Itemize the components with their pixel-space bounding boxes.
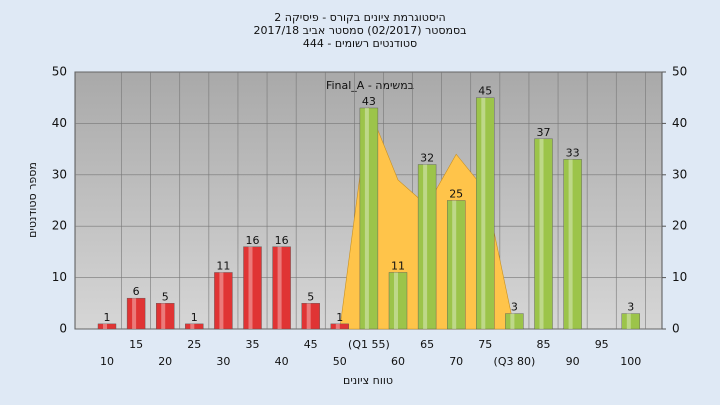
bar-shine <box>423 164 428 329</box>
x-tick-label: 90 <box>566 355 580 368</box>
bar-shine <box>132 298 137 329</box>
bar-shine <box>277 246 282 329</box>
data-label: 11 <box>391 259 405 272</box>
x-axis-label: טווח ציונים <box>343 374 393 387</box>
bar-shine <box>103 323 107 329</box>
x-tick-label: 75 <box>478 338 492 351</box>
y-axis-label: מספר סטודנטים <box>26 162 39 238</box>
x-tick-label: 70 <box>449 355 463 368</box>
y2-tick-label: 20 <box>672 219 687 233</box>
bar-shine <box>364 107 369 329</box>
data-label: 6 <box>133 285 140 298</box>
x-tick-label: 35 <box>246 338 260 351</box>
bar-shine <box>190 323 195 329</box>
x-tick-label: (Q3 80) <box>494 355 536 368</box>
y-tick-label: 10 <box>52 270 67 284</box>
data-label: 3 <box>627 301 634 314</box>
data-label: 37 <box>537 126 551 139</box>
bar-shine <box>335 323 340 329</box>
bar <box>330 323 349 330</box>
data-label: 1 <box>336 311 343 324</box>
data-label: 45 <box>478 85 492 98</box>
bar-shine <box>481 97 486 329</box>
bar-shine <box>161 303 166 329</box>
bar <box>301 303 320 330</box>
data-label: 3 <box>511 301 518 314</box>
x-tick-label: 25 <box>187 338 201 351</box>
bar-shine <box>510 313 515 329</box>
bar <box>505 313 524 330</box>
bar <box>272 246 291 330</box>
bar <box>447 200 466 330</box>
bar <box>388 272 408 330</box>
bar <box>155 303 175 330</box>
bar <box>359 107 379 330</box>
x-tick-label: 85 <box>537 338 551 351</box>
bar <box>476 97 495 330</box>
x-tick-label: 30 <box>216 355 230 368</box>
y-tick-label: 50 <box>52 65 67 79</box>
x-tick-label: 10 <box>100 355 114 368</box>
title-line: סטודנטים רשומים - 444 <box>303 37 417 50</box>
bar-shine <box>394 272 398 329</box>
y-tick-label: 20 <box>52 219 67 233</box>
bar-shine <box>626 313 631 329</box>
x-tick-label: 45 <box>304 338 318 351</box>
data-label: 5 <box>307 290 314 303</box>
data-label: 43 <box>362 95 376 108</box>
y2-tick-label: 10 <box>672 270 687 284</box>
data-label: 5 <box>162 290 169 303</box>
data-label: 1 <box>191 311 198 324</box>
bar <box>214 272 233 330</box>
bar-shine <box>306 303 311 329</box>
x-tick-label: (Q1 55) <box>348 338 390 351</box>
x-tick-label: 60 <box>391 355 405 368</box>
bar <box>563 159 582 330</box>
x-tick-label: 50 <box>333 355 347 368</box>
x-tick-label: 20 <box>158 355 172 368</box>
bar-shine <box>248 246 253 329</box>
data-label: 16 <box>246 234 260 247</box>
data-label: 25 <box>449 188 463 201</box>
y-tick-label: 0 <box>59 322 67 336</box>
bar <box>97 323 117 330</box>
bar <box>185 323 204 330</box>
bar <box>243 246 262 330</box>
bar-shine <box>539 138 544 329</box>
data-label: 1 <box>104 311 111 324</box>
data-label: 32 <box>420 152 434 165</box>
bar-shine <box>452 200 457 329</box>
data-label: 33 <box>566 146 580 159</box>
y-tick-label: 30 <box>52 167 67 181</box>
x-tick-label: 40 <box>275 355 289 368</box>
title-line: בסמסטר (02/2017) סמסטר אביב 2017/18 <box>253 24 466 37</box>
data-label: 11 <box>216 259 230 272</box>
bar <box>417 164 437 330</box>
bar-shine <box>219 272 224 329</box>
y2-tick-label: 0 <box>672 322 680 336</box>
y2-tick-label: 40 <box>672 116 687 130</box>
y2-tick-label: 50 <box>672 65 687 79</box>
y2-tick-label: 30 <box>672 167 687 181</box>
bar <box>126 297 146 330</box>
bar-shine <box>568 159 573 329</box>
title-line: היסטוגרמת ציונים בקורס - פיסיקה 2 <box>274 11 445 24</box>
bar <box>534 138 553 330</box>
data-label: 16 <box>275 234 289 247</box>
x-tick-label: 15 <box>129 338 143 351</box>
annotation: Final_A - במשימה <box>326 79 414 92</box>
bar <box>621 313 640 330</box>
x-tick-label: 100 <box>620 355 641 368</box>
x-tick-label: 65 <box>420 338 434 351</box>
y-tick-label: 40 <box>52 116 67 130</box>
x-tick-label: 95 <box>595 338 609 351</box>
